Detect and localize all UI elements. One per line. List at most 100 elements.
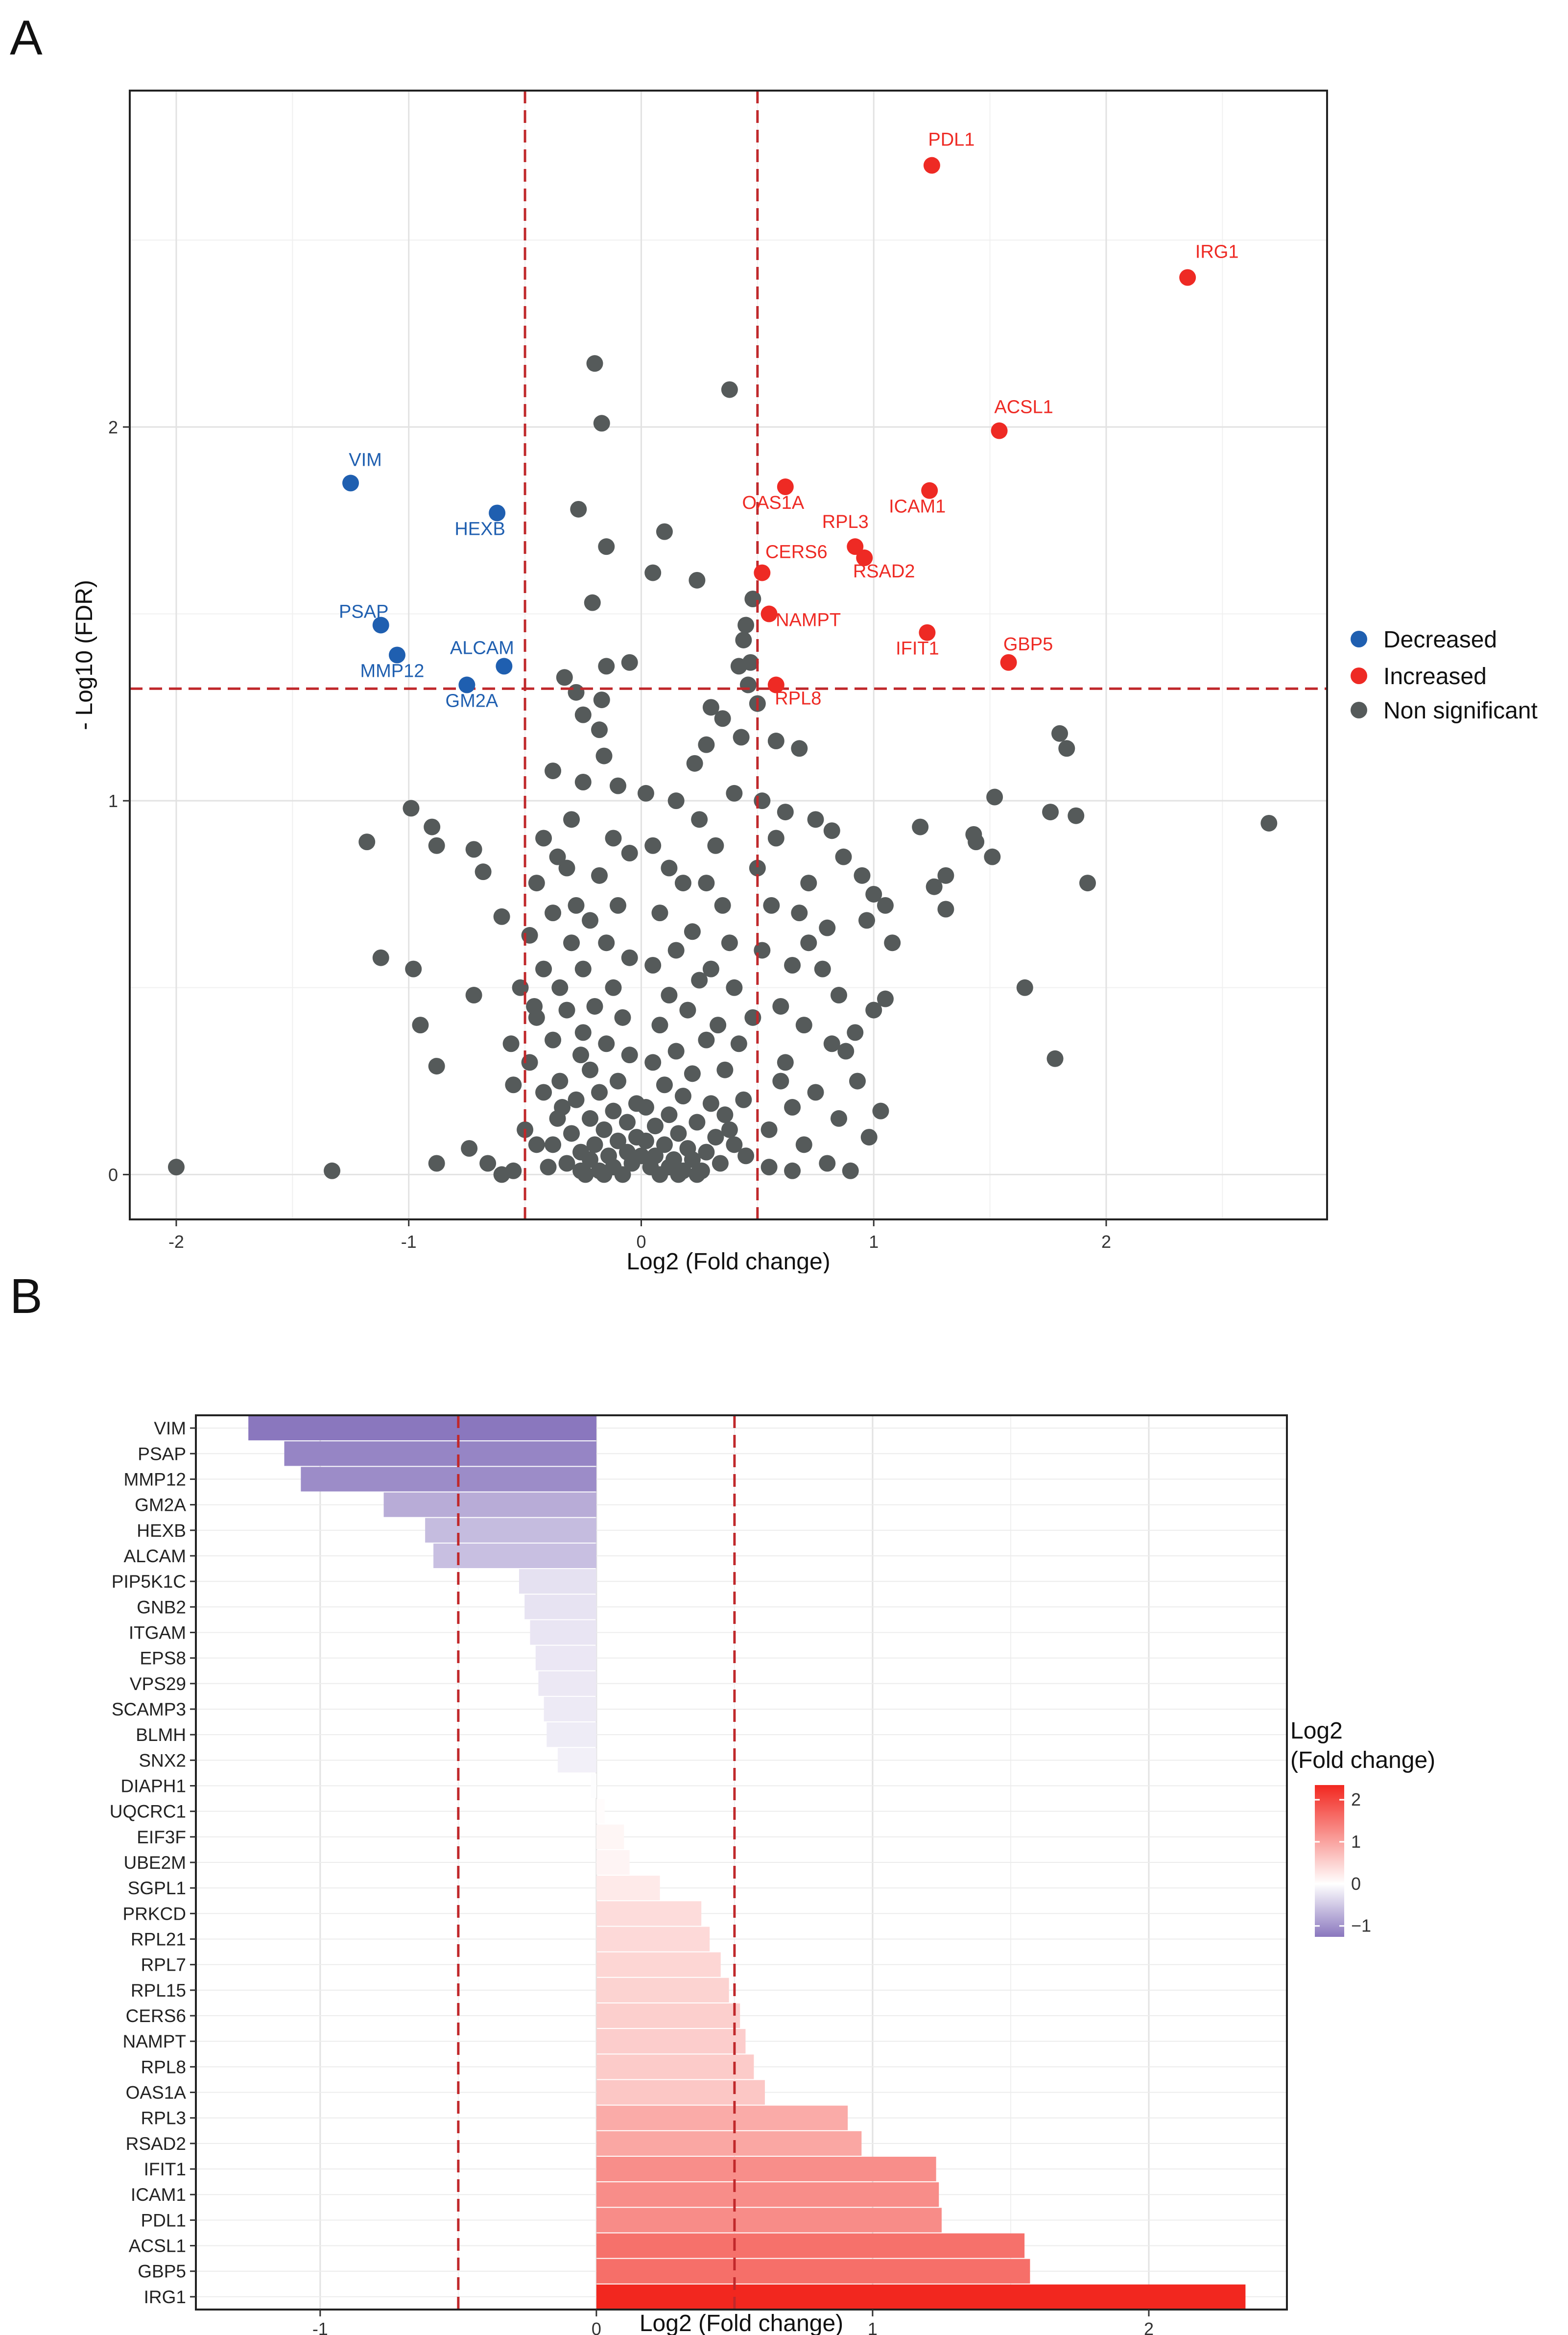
volcano-plot: PDL1 IRG1 ACSL1 OAS1A ICAM1 RPL3 RSAD2 CERS6 NAM…: [71, 90, 1538, 1273]
bar-eps8: [535, 1645, 596, 1670]
nonsig-point: [568, 1091, 585, 1108]
x-tick-label: 2: [1144, 2319, 1154, 2335]
bar-rsad2: [596, 2131, 862, 2156]
nonsig-point: [791, 740, 808, 757]
nonsig-point: [968, 834, 985, 851]
nonsig-point: [563, 934, 580, 952]
x-tick-label: -1: [312, 2319, 328, 2335]
nonsig-point: [549, 848, 566, 865]
bar-rpl15: [596, 1978, 729, 2002]
nonsig-point: [637, 785, 654, 802]
nonsig-point: [609, 777, 626, 794]
nonsig-point: [784, 1162, 801, 1179]
nonsig-point: [605, 830, 622, 847]
category-label-blmh: BLMH: [136, 1725, 186, 1745]
point-oas1a: [777, 478, 794, 496]
category-label-vim: VIM: [154, 1418, 186, 1438]
nonsig-point: [475, 863, 492, 881]
nonsig-point: [535, 1084, 552, 1101]
x-tick-label: -1: [401, 1232, 417, 1252]
bar-eif3f: [596, 1824, 624, 1849]
nonsig-point: [807, 1084, 824, 1101]
nonsig-point: [621, 949, 638, 966]
nonsig-point: [574, 960, 592, 977]
colorbar-title-line1: Log2: [1290, 1718, 1343, 1744]
category-label-irg1: IRG1: [144, 2287, 186, 2307]
nonsig-point: [574, 706, 592, 723]
gene-label-gm2a: GM2A: [446, 691, 499, 712]
nonsig-point: [570, 500, 587, 518]
category-label-rpl21: RPL21: [131, 1930, 186, 1950]
nonsig-point: [937, 867, 954, 884]
nonsig-point: [877, 897, 894, 914]
nonsig-point: [707, 1129, 724, 1146]
category-label-acsl1: ACSL1: [129, 2236, 186, 2256]
legend-swatch-increased: [1351, 667, 1367, 684]
colorbar-tick-label: 0: [1351, 1874, 1361, 1894]
nonsig-point: [661, 1106, 678, 1123]
nonsig-point: [1051, 725, 1069, 742]
nonsig-point: [563, 1125, 580, 1142]
nonsig-point: [405, 960, 422, 977]
nonsig-point: [721, 381, 738, 398]
bar-rpl8: [596, 2054, 754, 2079]
category-label-rpl8: RPL8: [141, 2057, 186, 2077]
colorbar-tick-label: −1: [1351, 1916, 1371, 1936]
nonsig-point: [689, 1166, 706, 1183]
nonsig-point: [858, 912, 875, 929]
nonsig-point: [698, 736, 715, 753]
point-gm2a: [458, 676, 475, 693]
legend-swatch-decreased: [1351, 631, 1367, 647]
point-ifit1: [919, 624, 936, 641]
nonsig-point: [526, 998, 543, 1015]
nonsig-point: [563, 811, 580, 828]
nonsig-point: [684, 1065, 701, 1082]
nonsig-point: [865, 885, 882, 903]
x-tick-label: 0: [636, 1232, 646, 1252]
nonsig-point: [609, 1072, 626, 1090]
nonsig-point: [831, 987, 848, 1004]
gene-label-vim: VIM: [349, 450, 382, 470]
point-pdl1: [923, 157, 940, 174]
nonsig-point: [598, 1035, 615, 1052]
nonsig-point: [479, 1155, 497, 1172]
nonsig-point: [837, 1043, 855, 1060]
bar-rpl21: [596, 1927, 710, 1952]
category-label-cers6: CERS6: [126, 2006, 186, 2026]
nonsig-point: [702, 1095, 719, 1112]
nonsig-point: [791, 905, 808, 922]
category-label-pip5k1c: PIP5K1C: [112, 1572, 186, 1592]
nonsig-point: [403, 800, 420, 817]
nonsig-point: [749, 859, 766, 877]
legend-label: Non significant: [1383, 698, 1538, 724]
nonsig-point: [656, 1076, 673, 1094]
bar-irg1: [596, 2284, 1246, 2309]
nonsig-point: [572, 1047, 590, 1064]
category-label-gbp5: GBP5: [138, 2262, 186, 2282]
nonsig-point: [674, 875, 691, 892]
nonsig-point: [716, 1061, 734, 1078]
category-label-rpl7: RPL7: [141, 1955, 186, 1975]
category-label-rpl3: RPL3: [141, 2108, 186, 2128]
nonsig-point: [591, 867, 608, 884]
nonsig-point: [702, 960, 719, 977]
bar-nampt: [596, 2029, 746, 2054]
nonsig-point: [984, 848, 1001, 865]
nonsig-point: [1260, 814, 1278, 832]
gene-label-psap: PSAP: [339, 601, 388, 622]
gene-label-gbp5: GBP5: [1003, 634, 1053, 655]
bar-ifit1: [596, 2156, 936, 2182]
legend-label: Decreased: [1383, 627, 1497, 653]
bar-pip5k1c: [519, 1569, 596, 1594]
point-alcam: [496, 658, 513, 675]
nonsig-point: [872, 1102, 889, 1120]
category-label-ifit1: IFIT1: [144, 2159, 186, 2179]
nonsig-point: [621, 1047, 638, 1064]
gene-label-hexb: HEXB: [454, 519, 505, 539]
nonsig-point: [574, 1024, 592, 1041]
nonsig-point: [558, 1155, 575, 1172]
category-label-sgpl1: SGPL1: [128, 1878, 186, 1898]
nonsig-point: [784, 1099, 801, 1116]
nonsig-point: [633, 1147, 650, 1165]
point-irg1: [1179, 269, 1196, 286]
